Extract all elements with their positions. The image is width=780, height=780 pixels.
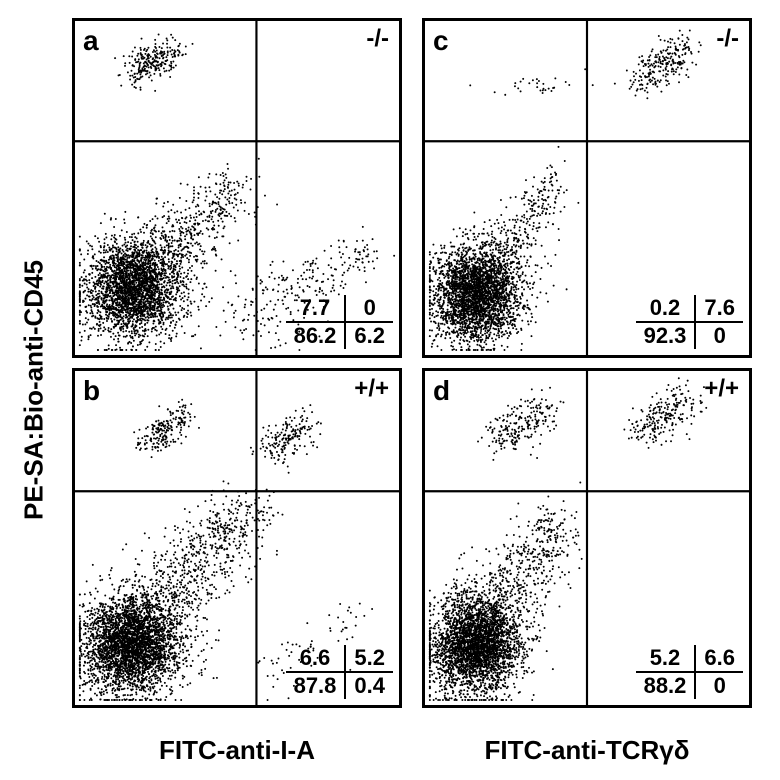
panel-genotype-tag: +/+	[354, 375, 389, 403]
inset-lr: 0	[696, 673, 743, 699]
inset-ll: 88.2	[636, 673, 697, 699]
panel-letter: d	[433, 375, 450, 407]
x-axis-labels: FITC-anti-I-A FITC-anti-TCRγδ	[72, 735, 752, 766]
inset-ll: 92.3	[636, 323, 697, 349]
figure-wrapper: PE-SA:Bio-anti-CD45 a-/-7.7086.26.2 c-/-…	[0, 0, 780, 780]
inset-ul: 5.2	[636, 645, 697, 673]
panel-a: a -/- 7.7086.26.2	[72, 18, 402, 358]
x-axis-label-right: FITC-anti-TCRγδ	[422, 735, 752, 766]
inset-ll: 86.2	[286, 323, 347, 349]
inset-ur: 7.6	[696, 295, 743, 323]
panel-d: d +/+ 5.26.688.20	[422, 368, 752, 708]
panel-genotype-tag: -/-	[366, 25, 389, 53]
inset-ur: 0	[346, 295, 393, 323]
inset-ll: 87.8	[286, 673, 347, 699]
quadrant-percent-inset: 5.26.688.20	[636, 645, 743, 699]
inset-lr: 6.2	[346, 323, 393, 349]
panel-letter: b	[83, 375, 100, 407]
panel-c: c -/- 0.27.692.30	[422, 18, 752, 358]
panel-genotype-tag: -/-	[716, 25, 739, 53]
inset-ur: 6.6	[696, 645, 743, 673]
x-axis-label-left: FITC-anti-I-A	[72, 735, 402, 766]
panel-letter: c	[433, 25, 449, 57]
inset-lr: 0	[696, 323, 743, 349]
quadrant-percent-inset: 6.65.287.80.4	[286, 645, 393, 699]
y-axis-label: PE-SA:Bio-anti-CD45	[19, 260, 50, 520]
inset-ur: 5.2	[346, 645, 393, 673]
inset-ul: 0.2	[636, 295, 697, 323]
panel-genotype-tag: +/+	[704, 375, 739, 403]
quadrant-percent-inset: 7.7086.26.2	[286, 295, 393, 349]
quadrant-percent-inset: 0.27.692.30	[636, 295, 743, 349]
panel-letter: a	[83, 25, 99, 57]
inset-lr: 0.4	[346, 673, 393, 699]
panel-grid: a-/-7.7086.26.2 c-/-0.27.692.30 b+/+6.65…	[72, 18, 752, 708]
inset-ul: 6.6	[286, 645, 347, 673]
inset-ul: 7.7	[286, 295, 347, 323]
panel-b: b +/+ 6.65.287.80.4	[72, 368, 402, 708]
